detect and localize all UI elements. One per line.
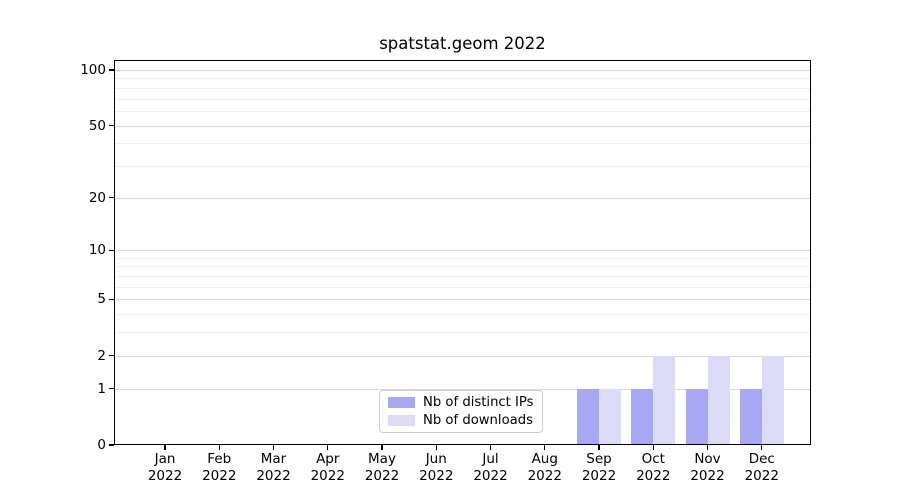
x-tick-label: Nov 2022 (690, 451, 725, 484)
minor-gridline (115, 143, 810, 145)
major-gridline (115, 299, 810, 301)
x-tick-label: Sep 2022 (581, 451, 617, 484)
y-tick-label: 50 (88, 117, 106, 134)
legend-entry: Nb of downloads (388, 413, 534, 428)
y-tick-label: 20 (88, 189, 106, 206)
x-tick-mark (761, 445, 763, 450)
y-tick-mark (109, 69, 114, 71)
x-tick-mark (327, 445, 329, 450)
legend: Nb of distinct IPs Nb of downloads (379, 390, 543, 433)
x-tick-mark (652, 445, 654, 450)
legend-entry: Nb of distinct IPs (388, 395, 534, 410)
bar-downloads (653, 355, 676, 445)
minor-gridline (115, 110, 810, 112)
x-tick-mark (381, 445, 383, 450)
x-tick-mark (489, 445, 492, 450)
minor-gridline (115, 332, 810, 334)
y-tick-label: 5 (97, 291, 106, 308)
y-tick-label: 2 (97, 347, 106, 364)
legend-label: Nb of distinct IPs (423, 395, 534, 410)
x-tick-label: Aug 2022 (527, 451, 562, 484)
y-tick-mark (109, 355, 114, 357)
y-tick-label: 1 (97, 380, 106, 397)
y-tick-mark (109, 249, 114, 251)
minor-gridline (115, 276, 810, 278)
x-tick-label: Jul 2022 (473, 451, 508, 484)
bar-downloads (599, 388, 621, 445)
x-tick-label: May 2022 (364, 451, 400, 484)
x-tick-mark (435, 445, 437, 450)
bar-downloads (761, 355, 784, 445)
minor-gridline (115, 98, 810, 100)
minor-gridline (115, 266, 810, 268)
y-tick-mark (109, 388, 114, 390)
major-gridline (115, 197, 810, 199)
x-tick-mark (598, 445, 600, 450)
x-tick-label: Mar 2022 (256, 451, 291, 484)
bar-distinct-ips (739, 388, 762, 445)
y-tick-mark (109, 298, 114, 300)
bar-downloads (707, 355, 730, 445)
legend-label: Nb of downloads (423, 413, 533, 428)
x-tick-label: Feb 2022 (202, 451, 237, 484)
x-tick-label: Oct 2022 (636, 451, 671, 484)
y-tick-label: 100 (80, 62, 106, 78)
x-tick-label: Jan 2022 (147, 451, 183, 484)
bar-distinct-ips (577, 388, 599, 445)
minor-gridline (115, 78, 810, 80)
minor-gridline (115, 286, 810, 288)
y-tick-label: 10 (88, 242, 106, 259)
y-tick-mark (109, 444, 114, 446)
y-tick-mark (109, 124, 114, 127)
x-tick-mark (544, 445, 546, 450)
major-gridline (115, 125, 810, 127)
y-tick-label: 0 (97, 437, 106, 453)
major-gridline (115, 355, 810, 357)
x-tick-label: Jun 2022 (419, 451, 454, 484)
major-gridline (115, 70, 810, 71)
bar-distinct-ips (631, 388, 654, 445)
x-tick-label: Apr 2022 (310, 451, 345, 484)
x-tick-label: Dec 2022 (744, 451, 779, 484)
y-tick-mark (109, 197, 114, 199)
legend-swatch (388, 397, 415, 408)
minor-gridline (115, 314, 810, 316)
major-gridline (115, 388, 810, 390)
minor-gridline (115, 87, 810, 89)
x-tick-mark (272, 445, 275, 450)
minor-gridline (115, 165, 810, 167)
x-tick-mark (706, 445, 709, 450)
legend-swatch (388, 415, 415, 426)
bar-distinct-ips (685, 388, 708, 445)
plot-area (114, 60, 811, 445)
x-tick-mark (164, 445, 166, 450)
chart-title: spatstat.geom 2022 (379, 34, 546, 53)
minor-gridline (115, 257, 810, 259)
major-gridline (115, 250, 810, 252)
x-tick-mark (218, 445, 220, 450)
